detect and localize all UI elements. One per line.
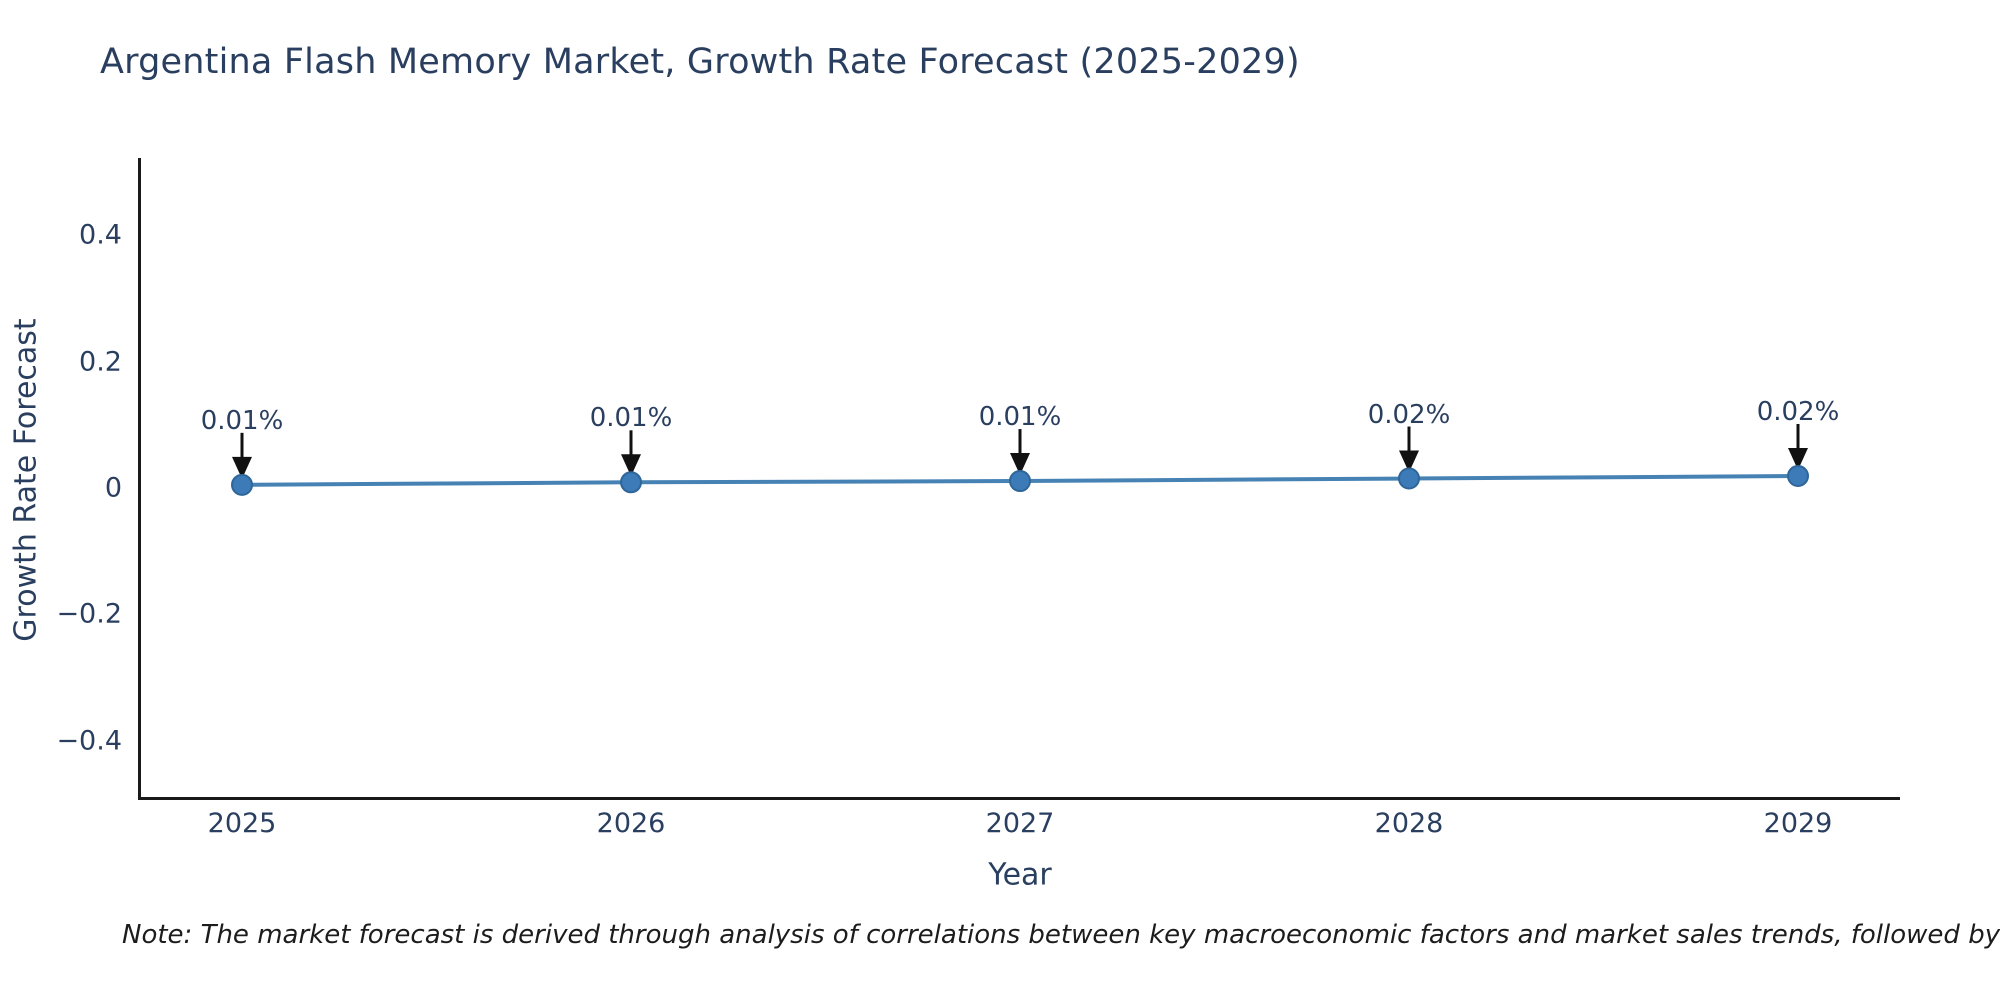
data-point-marker[interactable] [1398, 467, 1420, 490]
footnote-text: Note: The market forecast is derived thr… [122, 920, 2000, 950]
x-tick-label: 2028 [1374, 808, 1444, 839]
annotation-arrow-head [1010, 453, 1030, 476]
annotation-arrow-head [232, 456, 252, 479]
annotation-arrow-head [1788, 447, 1808, 470]
x-tick-label: 2027 [985, 808, 1055, 839]
data-point-label: 0.01% [200, 405, 284, 436]
data-point-label: 0.01% [589, 403, 673, 434]
x-tick-label: 2025 [207, 808, 277, 839]
plot-area [138, 158, 1900, 800]
data-point-marker[interactable] [1787, 464, 1809, 487]
y-tick-label: 0.2 [79, 346, 122, 378]
data-point-marker[interactable] [620, 471, 642, 494]
data-point-marker[interactable] [1009, 470, 1031, 493]
x-tick-label: 2029 [1763, 808, 1833, 839]
chart-title: Argentina Flash Memory Market, Growth Ra… [100, 42, 1300, 82]
y-tick-label: 0 [104, 472, 122, 504]
data-point-label: 0.02% [1756, 396, 1840, 427]
y-tick-label: 0.4 [79, 219, 122, 251]
annotation-arrow-head [621, 454, 641, 477]
x-axis-title: Year [988, 857, 1052, 893]
data-point-marker[interactable] [231, 473, 253, 496]
y-tick-label: −0.2 [56, 598, 122, 630]
data-point-label: 0.02% [1367, 399, 1451, 430]
y-tick-label: −0.4 [56, 725, 122, 757]
data-point-label: 0.01% [978, 402, 1062, 433]
x-tick-label: 2026 [596, 808, 666, 839]
annotation-arrow-head [1399, 450, 1419, 473]
